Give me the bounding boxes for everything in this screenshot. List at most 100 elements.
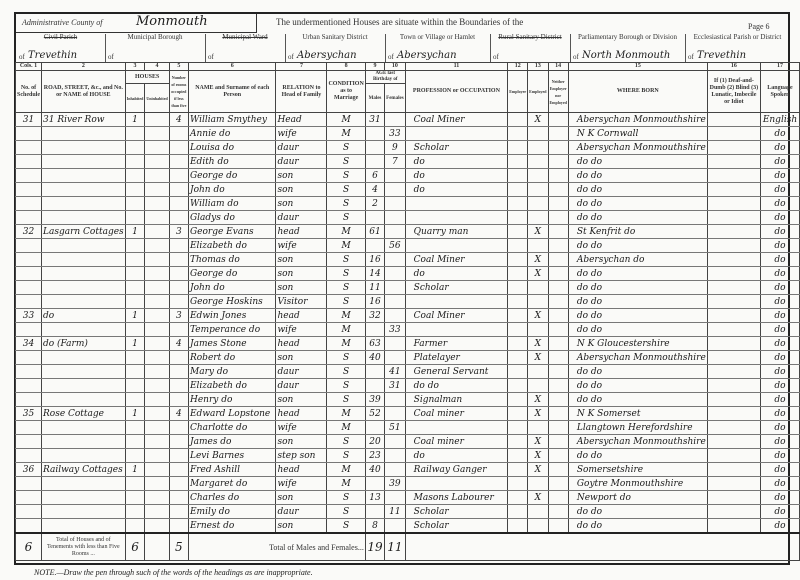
cell-occupation	[404, 210, 509, 225]
cell-condition: M	[326, 112, 366, 127]
cell-condition: M	[326, 420, 366, 435]
census-row: Margaret do wife M 39 Goytre Monmouthshire do	[15, 476, 800, 491]
cell-rooms	[168, 462, 189, 477]
cell-name: James do	[187, 434, 277, 449]
cell-employer	[507, 224, 529, 239]
cell-address: do (Farm)	[41, 336, 126, 351]
cell-address	[41, 378, 126, 393]
cell-employed	[527, 476, 549, 491]
cell-employed	[527, 126, 549, 141]
cell-rooms: 3	[168, 224, 189, 239]
cell-employer	[507, 434, 529, 449]
cell-address	[41, 154, 126, 169]
cell-address	[41, 448, 126, 463]
cell-uninhabited	[144, 490, 170, 505]
cell-age-male	[364, 364, 386, 379]
cell-own-account	[547, 224, 569, 239]
cell-age-female: 51	[384, 420, 406, 435]
cell-rooms: 4	[168, 112, 189, 127]
of-label: of	[208, 53, 214, 61]
cell-own-account	[547, 434, 569, 449]
cell-uninhabited	[144, 392, 170, 407]
column-number: 13	[527, 62, 549, 71]
cell-uninhabited	[144, 518, 170, 534]
cell-inhabited	[124, 280, 146, 295]
cell-age-female	[384, 280, 406, 295]
cell-own-account	[547, 448, 569, 463]
cell-condition: S	[326, 252, 366, 267]
district-value: Abersychan	[297, 50, 357, 61]
cell-rooms	[168, 476, 189, 491]
cell-infirmity	[706, 434, 761, 449]
of-label: of	[388, 53, 394, 61]
cell-where-born: Somersetshire	[567, 462, 708, 477]
cell-age-male: 4	[364, 182, 386, 197]
cell-relation: son	[275, 350, 328, 365]
cell-own-account	[547, 182, 569, 197]
cell-own-account	[547, 154, 569, 169]
cell-address	[41, 168, 126, 183]
total-schedules: 6	[15, 532, 42, 561]
cell-condition: S	[326, 140, 366, 155]
cell-condition: M	[326, 476, 366, 491]
cell-where-born: do do	[567, 518, 708, 534]
cell-inhabited	[124, 210, 146, 225]
cell-uninhabited	[144, 294, 170, 309]
cell-address	[41, 140, 126, 155]
cell-employer	[507, 364, 529, 379]
cell-occupation: Scholar	[404, 140, 509, 155]
cell-employer	[507, 462, 529, 477]
cell-inhabited	[124, 350, 146, 365]
cell-occupation: Signalman	[404, 392, 509, 407]
cell-relation: son	[275, 434, 328, 449]
cell-age-female: 33	[384, 322, 406, 337]
cell-age-female	[384, 490, 406, 505]
cell-name: Elizabeth do	[187, 378, 277, 393]
of-label: of	[688, 53, 694, 61]
cell-age-male: 63	[364, 336, 386, 351]
cell-age-female	[384, 210, 406, 225]
column-heading: CONDITION as to Marriage	[326, 70, 366, 113]
cell-uninhabited	[144, 420, 170, 435]
cell-address	[41, 238, 126, 253]
cell-employer	[507, 392, 529, 407]
cell-schedule	[15, 504, 42, 519]
cell-employer	[507, 294, 529, 309]
cell-infirmity	[706, 196, 761, 211]
cell-where-born: do do	[567, 308, 708, 323]
cell-where-born: Newport do	[567, 490, 708, 505]
column-number: 3	[124, 62, 146, 71]
cell-age-female	[384, 336, 406, 351]
cell-rooms	[168, 252, 189, 267]
column-heading: Language Spoken	[759, 70, 800, 113]
census-row: Louisa do daur S 9 Scholar Abersychan Monmout…	[15, 140, 800, 155]
cell-condition: M	[326, 462, 366, 477]
district-civil-parish: Civil Parish of Trevethin	[16, 34, 106, 62]
cell-language: do	[759, 168, 800, 183]
footnote: NOTE.—Draw the pen through such of the w…	[34, 568, 313, 577]
cell-age-male: 52	[364, 406, 386, 421]
cell-inhabited: 1	[124, 406, 146, 421]
cell-relation: head	[275, 308, 328, 323]
cell-age-female: 33	[384, 126, 406, 141]
cell-name: George do	[187, 168, 277, 183]
cell-employer	[507, 378, 529, 393]
cell-occupation	[404, 294, 509, 309]
cell-condition: S	[326, 280, 366, 295]
cell-schedule	[15, 364, 42, 379]
cell-name: James Stone	[187, 336, 277, 351]
cell-inhabited: 1	[124, 336, 146, 351]
cell-schedule: 32	[15, 224, 42, 239]
cell-employed: X	[527, 434, 549, 449]
cell-address: Railway Cottages	[41, 462, 126, 477]
cell-employer	[507, 168, 529, 183]
cell-infirmity	[706, 266, 761, 281]
cell-inhabited	[124, 266, 146, 281]
cell-language: do	[759, 196, 800, 211]
cell-rooms	[168, 266, 189, 281]
column-number: 11	[404, 62, 509, 71]
census-row: 35 Rose Cottage 1 4 Edward Lopstone head M 52 Co…	[15, 406, 800, 421]
cell-relation: wife	[275, 238, 328, 253]
cell-where-born: Abersychan Monmouthshire	[567, 112, 708, 127]
cell-inhabited	[124, 392, 146, 407]
